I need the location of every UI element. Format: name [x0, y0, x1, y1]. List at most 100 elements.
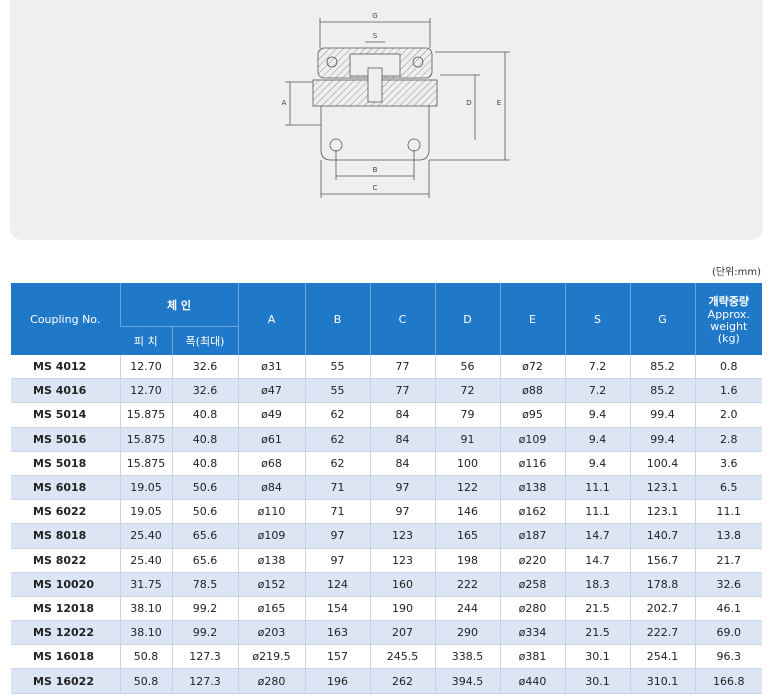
table-cell: 154	[304, 596, 371, 622]
table-cell: 123	[369, 548, 436, 573]
table-cell: 50.8	[119, 668, 172, 694]
table-cell: 71	[304, 499, 371, 525]
table-cell: 84	[369, 402, 436, 428]
table-cell: 99.2	[171, 596, 239, 622]
table-cell: 30.1	[564, 668, 631, 694]
table-cell: 165	[434, 523, 501, 549]
table-cell: 62	[304, 402, 371, 428]
table-cell: 85.2	[629, 355, 696, 380]
table-cell: 31.75	[119, 572, 172, 597]
table-cell: ø440	[499, 668, 566, 694]
table-cell: 123	[369, 523, 436, 549]
table-cell: 84	[369, 451, 436, 476]
table-cell: 30.1	[564, 644, 631, 670]
table-cell: 338.5	[434, 644, 501, 670]
table-cell: 6.5	[694, 475, 763, 501]
table-cell: 124	[304, 572, 371, 597]
table-cell: 15.875	[119, 427, 172, 452]
table-cell: 46.1	[694, 596, 763, 622]
table-cell: 123.1	[629, 475, 696, 501]
table-cell: 160	[369, 572, 436, 597]
table-cell: 166.8	[694, 668, 763, 694]
table-cell: ø31	[237, 355, 306, 380]
table-cell: MS 10020	[11, 572, 120, 597]
table-cell: ø219.5	[237, 644, 306, 670]
table-cell: 71	[304, 475, 371, 501]
table-cell: 72	[434, 378, 501, 404]
unit-label: (단위:mm)	[711, 267, 761, 278]
table-row: MS 5016 15.875 40.8 ø61 62 84 91 ø109 9.4 99.4 2.8	[11, 427, 763, 452]
table-row: MS 6022 19.05 50.6 ø110 71 97 146 ø162 11.1 123.1…	[11, 499, 763, 525]
table-cell: MS 16022	[11, 668, 120, 694]
table-cell: 65.6	[171, 548, 239, 573]
table-cell: ø220	[499, 548, 566, 573]
table-cell: 25.40	[119, 523, 172, 549]
table-cell: ø61	[237, 427, 306, 452]
table-cell: 207	[369, 620, 436, 646]
spec-table: Coupling No. 체 인 A B C D E S G 개략중량 Appro…	[11, 283, 763, 694]
table-cell: 50.8	[119, 644, 172, 670]
table-cell: 127.3	[171, 668, 239, 694]
table-row: MS 5014 15.875 40.8 ø49 62 84 79 ø95 9.4 99.4 2.0	[11, 402, 763, 428]
dim-label: B	[373, 166, 378, 174]
table-cell: 190	[369, 596, 436, 622]
table-cell: 78.5	[171, 572, 239, 597]
dim-label: C	[373, 184, 378, 192]
dim-label: S	[373, 32, 378, 40]
header-cell: A	[237, 283, 306, 355]
table-cell: 222.7	[629, 620, 696, 646]
table-cell: 14.7	[564, 523, 631, 549]
table-cell: 156.7	[629, 548, 696, 573]
table-cell: 202.7	[629, 596, 696, 622]
table-cell: 50.6	[171, 499, 239, 525]
table-cell: 0.8	[694, 355, 763, 380]
table-cell: 146	[434, 499, 501, 525]
table-cell: ø187	[499, 523, 566, 549]
table-cell: MS 5018	[11, 451, 120, 476]
table-cell: 245.5	[369, 644, 436, 670]
drawing-panel: G S A D E B C	[10, 0, 763, 240]
table-cell: 62	[304, 451, 371, 476]
table-cell: 40.8	[171, 402, 239, 428]
table-cell: 9.4	[564, 427, 631, 452]
table-cell: 100	[434, 451, 501, 476]
header-cell: 폭(최대)	[171, 326, 239, 355]
table-cell: 50.6	[171, 475, 239, 501]
table-cell: 32.6	[171, 378, 239, 404]
table-cell: MS 12018	[11, 596, 120, 622]
table-cell: 99.2	[171, 620, 239, 646]
table-cell: 127.3	[171, 644, 239, 670]
table-cell: 7.2	[564, 378, 631, 404]
table-cell: 140.7	[629, 523, 696, 549]
table-row: MS 16022 50.8 127.3 ø280 196 262 394.5 ø440 30.1…	[11, 668, 763, 694]
header-cell: G	[629, 283, 696, 355]
table-cell: ø109	[499, 427, 566, 452]
table-cell: ø72	[499, 355, 566, 380]
table-cell: MS 5014	[11, 402, 120, 428]
table-cell: ø68	[237, 451, 306, 476]
table-cell: 2.8	[694, 427, 763, 452]
table-cell: 19.05	[119, 475, 172, 501]
table-cell: ø152	[237, 572, 306, 597]
table-cell: ø47	[237, 378, 306, 404]
table-row: MS 8018 25.40 65.6 ø109 97 123 165 ø187 14.7 140.…	[11, 523, 763, 549]
table-cell: MS 5016	[11, 427, 120, 452]
table-cell: 18.3	[564, 572, 631, 597]
table-cell: 38.10	[119, 596, 172, 622]
table-cell: ø88	[499, 378, 566, 404]
table-cell: 97	[304, 523, 371, 549]
table-cell: 163	[304, 620, 371, 646]
table-cell: 21.5	[564, 596, 631, 622]
table-cell: 178.8	[629, 572, 696, 597]
dim-label: A	[282, 99, 287, 107]
table-cell: 15.875	[119, 402, 172, 428]
table-cell: 99.4	[629, 402, 696, 428]
table-cell: ø162	[499, 499, 566, 525]
table-cell: 84	[369, 427, 436, 452]
table-cell: ø258	[499, 572, 566, 597]
table-row: MS 5018 15.875 40.8 ø68 62 84 100 ø116 9.4 100.4 3…	[11, 451, 763, 476]
table-body: MS 4012 12.70 32.6 ø31 55 77 56 ø72 7.2 85.2 0.8 MS…	[11, 355, 763, 694]
table-cell: 99.4	[629, 427, 696, 452]
table-cell: ø381	[499, 644, 566, 670]
header-cell: C	[369, 283, 436, 355]
